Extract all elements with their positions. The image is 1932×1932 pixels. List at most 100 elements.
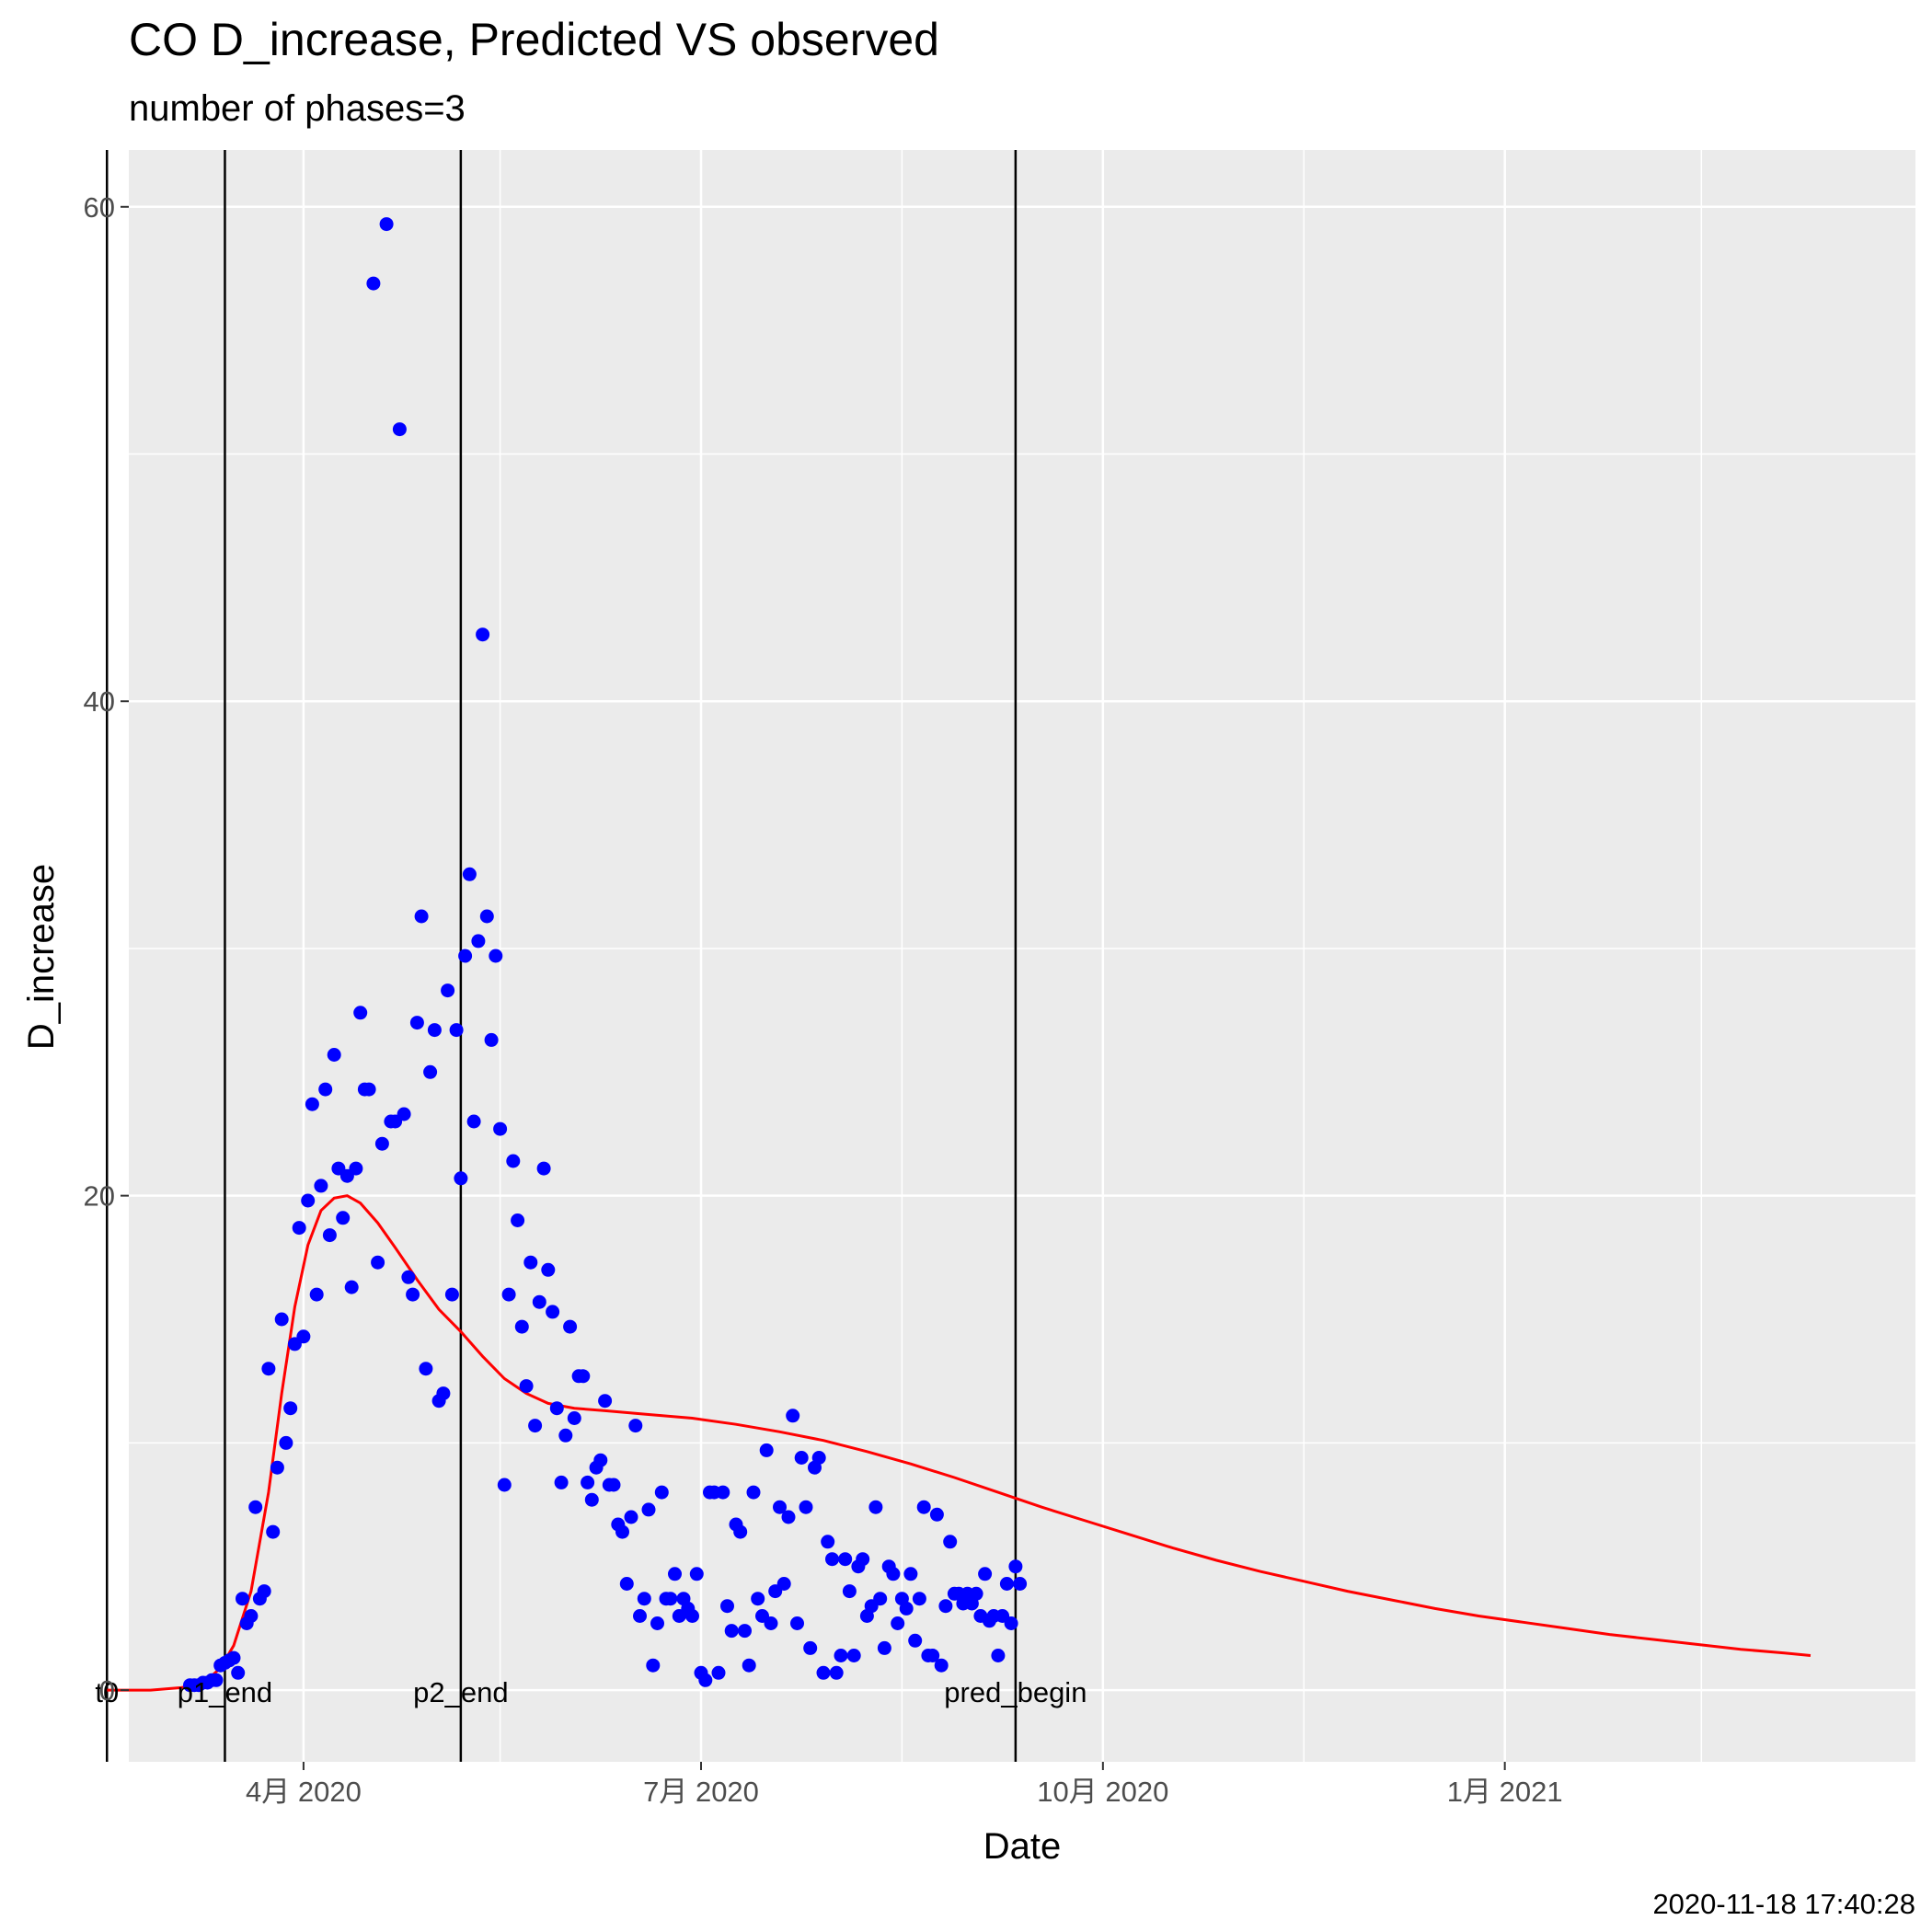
vertical-line-labels: t0 p1_end p2_end pred_begin — [95, 1676, 1087, 1708]
observed-point — [790, 1616, 804, 1630]
observed-point — [637, 1592, 651, 1606]
observed-point — [344, 1280, 359, 1294]
observed-point — [624, 1510, 638, 1524]
observed-point — [733, 1524, 748, 1539]
observed-point — [244, 1609, 259, 1623]
observed-point — [811, 1451, 826, 1465]
observed-point — [698, 1673, 713, 1687]
observed-point — [236, 1592, 249, 1606]
observed-point — [279, 1435, 293, 1450]
observed-point — [716, 1485, 730, 1500]
observed-point — [912, 1592, 926, 1606]
y-tick-label: 40 — [84, 685, 115, 718]
observed-point — [834, 1649, 848, 1662]
observed-point — [825, 1552, 839, 1567]
observed-point — [846, 1649, 861, 1662]
observed-point — [528, 1419, 543, 1433]
observed-point — [366, 276, 381, 291]
observed-point — [471, 934, 486, 949]
observed-point — [409, 1016, 424, 1030]
observed-point — [759, 1443, 774, 1457]
observed-point — [314, 1179, 328, 1193]
observed-point — [1008, 1559, 1023, 1574]
observed-point — [401, 1270, 416, 1284]
observed-point — [301, 1193, 316, 1208]
observed-point — [371, 1255, 385, 1270]
observed-point — [816, 1665, 831, 1680]
observed-point — [934, 1658, 949, 1673]
observed-point — [908, 1633, 923, 1648]
observed-point — [886, 1567, 901, 1581]
observed-point — [318, 1082, 333, 1097]
observed-point — [493, 1121, 508, 1136]
observed-point — [593, 1453, 608, 1467]
chart-title: CO D_increase, Predicted VS observed — [129, 14, 939, 65]
observed-point — [650, 1616, 664, 1630]
observed-point — [554, 1475, 569, 1489]
observed-point — [581, 1475, 595, 1489]
observed-point — [668, 1567, 682, 1581]
observed-point — [462, 867, 477, 881]
observed-point — [991, 1649, 1006, 1662]
observed-point — [584, 1492, 599, 1507]
observed-point — [444, 1287, 459, 1302]
observed-point — [646, 1658, 661, 1673]
observed-point — [514, 1319, 529, 1334]
observed-point — [479, 909, 494, 924]
observed-point — [349, 1161, 363, 1176]
plot-panel — [129, 150, 1915, 1762]
observed-point — [943, 1535, 958, 1549]
observed-point — [257, 1584, 271, 1599]
observed-point — [436, 1386, 451, 1401]
x-tick-label: 10月 2020 — [1037, 1776, 1168, 1808]
observed-point — [773, 1500, 787, 1514]
x-axis: 4月 2020 7月 2020 10月 2020 1月 2021 — [246, 1762, 1563, 1808]
y-tick-label: 0 — [99, 1674, 115, 1707]
observed-point — [558, 1428, 573, 1443]
observed-point — [270, 1460, 284, 1475]
observed-point — [209, 1673, 224, 1687]
y-axis: 0 20 40 60 — [84, 191, 129, 1707]
observed-point — [751, 1592, 765, 1606]
observed-point — [541, 1262, 556, 1277]
observed-point — [419, 1362, 433, 1376]
observed-point — [654, 1485, 669, 1500]
observed-point — [454, 1171, 468, 1186]
observed-point — [392, 422, 407, 437]
observed-point — [476, 627, 490, 642]
x-tick-label: 4月 2020 — [246, 1776, 362, 1808]
observed-point — [938, 1599, 953, 1614]
observed-point — [868, 1500, 883, 1514]
observed-point — [969, 1586, 983, 1601]
observed-point — [497, 1478, 512, 1492]
timestamp-caption: 2020-11-18 17:40:28 — [1652, 1888, 1915, 1920]
observed-point — [742, 1658, 756, 1673]
chart-subtitle: number of phases=3 — [129, 88, 466, 129]
observed-point — [489, 949, 503, 963]
observed-point — [532, 1294, 546, 1309]
observed-point — [1004, 1616, 1018, 1630]
observed-point — [663, 1592, 678, 1606]
observed-point — [641, 1502, 656, 1517]
observed-point — [322, 1228, 337, 1243]
x-axis-title: Date — [983, 1826, 1062, 1867]
observed-point — [305, 1097, 319, 1111]
predicted-line — [107, 1194, 1811, 1692]
observed-point — [711, 1665, 726, 1680]
observed-point — [929, 1507, 944, 1522]
observed-point — [598, 1394, 613, 1409]
observed-point — [536, 1161, 551, 1176]
observed-point — [978, 1567, 993, 1581]
observed-point — [231, 1665, 246, 1680]
observed-point — [549, 1401, 564, 1416]
observed-point — [829, 1665, 844, 1680]
observed-point — [633, 1609, 647, 1623]
observed-point — [423, 1064, 438, 1079]
observed-point — [786, 1409, 800, 1423]
observed-point — [738, 1624, 752, 1639]
observed-point — [615, 1524, 629, 1539]
observed-point — [336, 1211, 351, 1225]
observed-point — [414, 909, 429, 924]
observed-point — [999, 1577, 1014, 1591]
